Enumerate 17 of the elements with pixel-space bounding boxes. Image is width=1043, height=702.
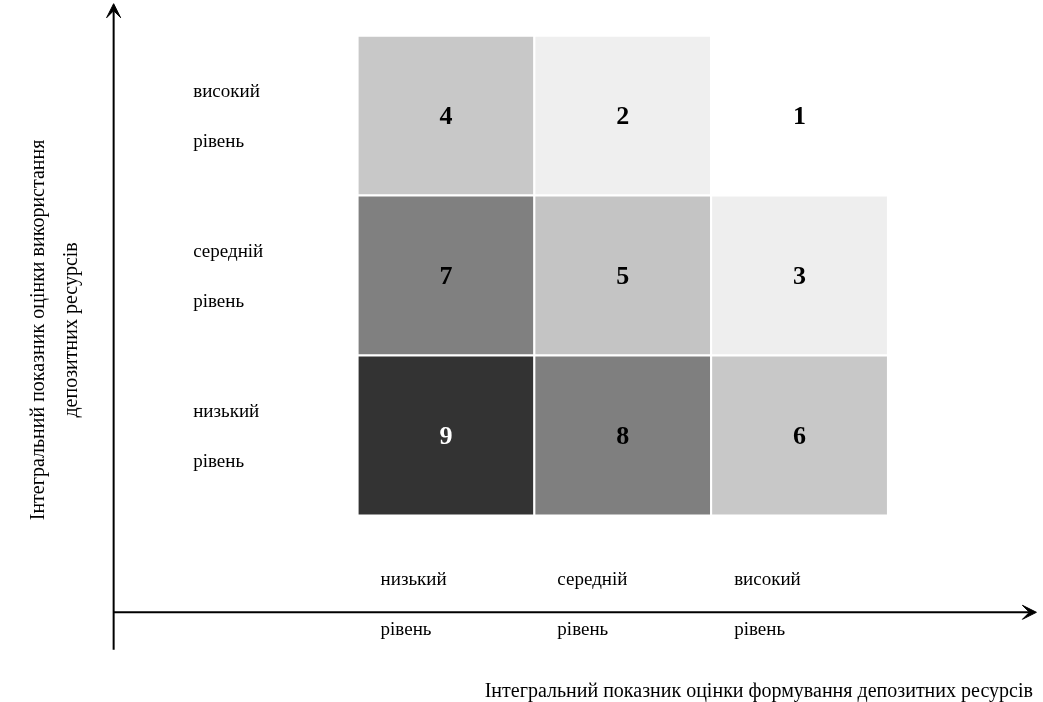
data-label: 6 xyxy=(793,420,807,450)
category-label: середній рівень xyxy=(193,239,264,312)
data-label: 9 xyxy=(439,420,453,450)
data-label: 8 xyxy=(616,420,630,450)
text: Інтегральний показник оцінки формування депозитних ресурсів xyxy=(484,678,1033,702)
category-label: низький рівень xyxy=(380,567,447,640)
category-label: низький рівень xyxy=(193,399,260,472)
data-label: 7 xyxy=(439,261,453,291)
category-label: високий рівень xyxy=(734,567,801,640)
data-label: 3 xyxy=(793,261,807,291)
data-label: 1 xyxy=(793,101,807,131)
data-label: 2 xyxy=(616,101,630,131)
category-label: середній рівень xyxy=(557,567,628,640)
data-label: 4 xyxy=(439,101,453,131)
text: Інтегральний показник оцінки використання депозитних ресурсів xyxy=(26,139,83,521)
data-label: 5 xyxy=(616,261,630,291)
category-label: високий рівень xyxy=(193,79,260,152)
